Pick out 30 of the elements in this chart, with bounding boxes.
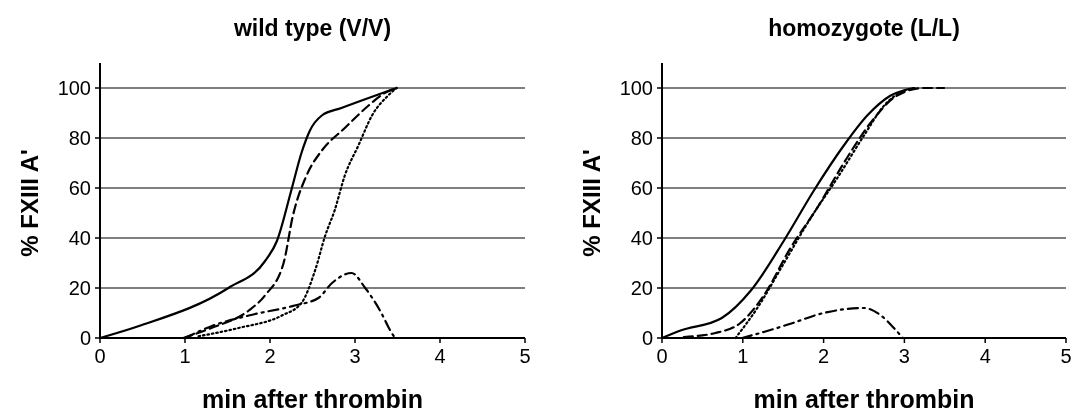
x-tick-label: 4 xyxy=(979,345,991,367)
y-axis-title: % FXIII A' xyxy=(16,149,43,257)
chart-title: wild type (V/V) xyxy=(232,15,392,41)
y-tick-label: 60 xyxy=(68,177,91,199)
x-axis-title: min after thrombin xyxy=(202,385,423,413)
y-tick-label: 100 xyxy=(57,77,91,99)
y-tick-label: 40 xyxy=(630,227,653,249)
x-tick-label: 1 xyxy=(737,345,749,367)
y-tick-label: 80 xyxy=(630,127,653,149)
x-tick-label: 2 xyxy=(818,345,830,367)
y-tick-label: 20 xyxy=(630,277,653,299)
y-tick-label: 0 xyxy=(79,327,91,349)
y-tick-label: 100 xyxy=(619,77,653,99)
y-axis-title: % FXIII A' xyxy=(578,149,605,257)
x-tick-label: 3 xyxy=(898,345,910,367)
y-tick-label: 0 xyxy=(641,327,653,349)
x-tick-label: 0 xyxy=(94,345,106,367)
x-tick-label: 5 xyxy=(1060,345,1072,367)
x-tick-label: 4 xyxy=(434,345,446,367)
y-tick-label: 20 xyxy=(68,277,91,299)
y-tick-label: 40 xyxy=(68,227,91,249)
x-tick-label: 5 xyxy=(519,345,531,367)
x-tick-label: 2 xyxy=(264,345,276,367)
y-tick-label: 80 xyxy=(68,127,91,149)
x-axis-title: min after thrombin xyxy=(753,385,975,413)
x-tick-label: 1 xyxy=(179,345,191,367)
x-tick-label: 0 xyxy=(656,345,668,367)
chart-title: homozygote (L/L) xyxy=(768,15,960,41)
x-tick-label: 3 xyxy=(349,345,361,367)
y-tick-label: 60 xyxy=(630,177,653,199)
